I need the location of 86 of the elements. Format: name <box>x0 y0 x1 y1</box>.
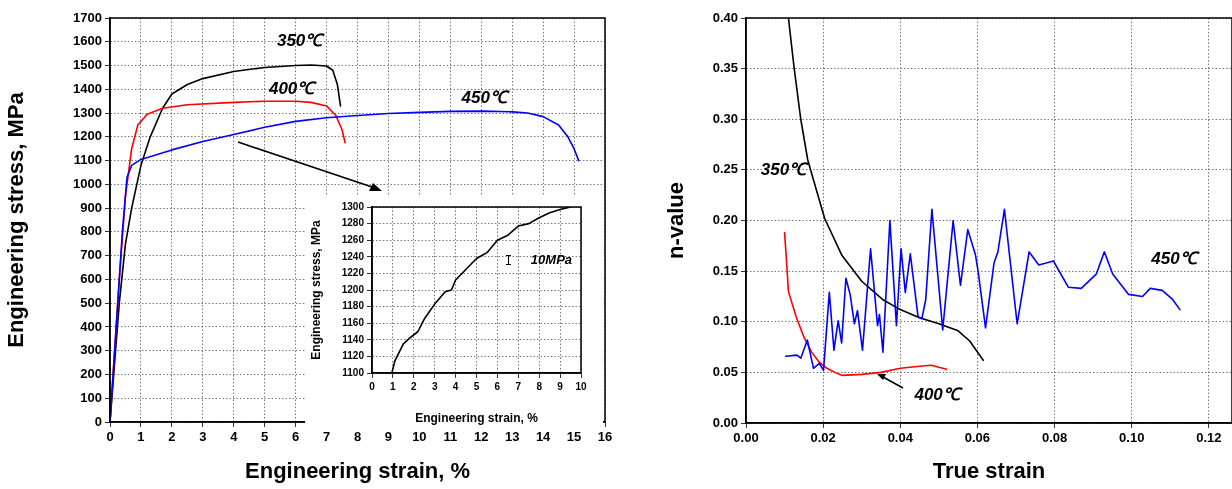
x-tick-label: 0 <box>369 380 376 392</box>
y-tick-label: 1300 <box>73 104 102 120</box>
y-tick-label: 500 <box>80 294 102 310</box>
y-tick-label: 1200 <box>341 283 365 295</box>
x-tick-label: 4 <box>230 429 239 445</box>
x-tick-label: 0.06 <box>964 430 991 446</box>
y-tick-label: 1400 <box>73 80 102 96</box>
y-tick-label: 1100 <box>73 152 102 168</box>
x-tick-label: 7 <box>322 429 331 445</box>
y-tick-label: 1220 <box>341 267 365 279</box>
x-tick-label: 0.02 <box>810 430 836 446</box>
y-tick-label: 0.40 <box>712 9 738 25</box>
y-axis-title: n-value <box>663 181 689 260</box>
x-tick-label: 2 <box>168 429 176 445</box>
x-tick-label: 6 <box>494 380 501 392</box>
y-tick-label: 100 <box>80 389 102 405</box>
x-tick-label: 0.08 <box>1041 430 1068 446</box>
x-tick-label: 8 <box>353 429 362 445</box>
x-tick-label: 12 <box>474 429 489 445</box>
y-tick-label: 0.25 <box>712 161 738 177</box>
y-tick-label: 0 <box>94 413 102 429</box>
x-axis-title: Engineering strain, % <box>415 411 539 426</box>
y-tick-label: 200 <box>80 366 102 382</box>
y-tick-label: 1200 <box>73 128 102 144</box>
x-tick-label: 9 <box>384 429 393 445</box>
y-tick-label: 1120 <box>342 350 365 362</box>
x-tick-label: 0.12 <box>1196 430 1222 446</box>
x-tick-label: 5 <box>261 429 269 445</box>
y-tick-label: 0.35 <box>712 60 738 76</box>
y-tick-label: 400 <box>80 318 102 334</box>
x-tick-label: 16 <box>597 429 613 445</box>
series-label: 450℃ <box>460 87 510 107</box>
x-tick-label: 2 <box>411 380 418 392</box>
x-tick-label: 3 <box>431 380 438 392</box>
y-tick-label: 1260 <box>341 233 365 245</box>
x-tick-label: 9 <box>557 380 564 392</box>
x-tick-label: 5 <box>473 380 480 392</box>
y-axis-title: Engineering stress, MPa <box>3 91 29 348</box>
x-tick-label: 7 <box>515 380 522 392</box>
series-label: 400℃ <box>267 78 318 98</box>
y-tick-label: 1700 <box>73 9 102 25</box>
y-tick-label: 1140 <box>342 333 365 345</box>
y-tick-label: 900 <box>80 199 102 215</box>
annotation: 10MPa <box>530 251 573 267</box>
y-tick-label: 1300 <box>341 200 365 212</box>
x-tick-label: 0.10 <box>1119 430 1145 446</box>
y-tick-label: 0.30 <box>712 110 738 126</box>
x-axis-title: Engineering strain, % <box>245 457 470 483</box>
x-tick-label: 15 <box>566 429 582 445</box>
x-tick-label: 1 <box>137 429 145 445</box>
y-tick-label: 1160 <box>342 316 365 328</box>
x-tick-label: 3 <box>199 429 207 445</box>
series-label: 350℃ <box>760 159 810 179</box>
x-tick-label: 11 <box>443 429 458 445</box>
y-tick-label: 300 <box>80 342 102 358</box>
x-axis-title: True strain <box>932 457 1046 483</box>
y-tick-label: 1000 <box>73 175 102 191</box>
x-tick-label: 1 <box>390 380 397 392</box>
x-tick-label: 8 <box>536 380 543 392</box>
x-tick-label: 0.04 <box>887 430 914 446</box>
y-tick-label: 800 <box>80 223 102 239</box>
x-tick-label: 14 <box>535 429 552 445</box>
series-label: 350℃ <box>276 31 326 51</box>
y-tick-label: 0.10 <box>712 313 738 329</box>
x-tick-label: 10 <box>412 429 427 445</box>
y-axis-title: Engineering stress, MPa <box>308 219 323 360</box>
y-tick-label: 1240 <box>341 250 365 262</box>
x-tick-label: 6 <box>292 429 300 445</box>
x-tick-label: 13 <box>504 429 520 445</box>
y-tick-label: 0.05 <box>712 363 738 379</box>
y-tick-label: 1180 <box>342 300 365 312</box>
series-label: 400℃ <box>913 384 963 404</box>
series-label: 450℃ <box>1150 249 1200 269</box>
y-tick-label: 1500 <box>73 57 102 73</box>
y-tick-label: 0.20 <box>712 212 738 228</box>
x-tick-label: 10 <box>575 380 587 392</box>
y-tick-label: 1100 <box>342 366 365 378</box>
x-tick-label: 0.00 <box>733 430 759 446</box>
x-tick-label: 4 <box>452 380 459 392</box>
y-tick-label: 0.15 <box>712 262 738 278</box>
y-tick-label: 600 <box>80 270 102 286</box>
y-tick-label: 1600 <box>73 33 102 49</box>
x-tick-label: 0 <box>106 429 114 445</box>
y-tick-label: 1280 <box>341 217 365 229</box>
y-tick-label: 700 <box>80 247 102 263</box>
y-tick-label: 0.00 <box>712 414 738 430</box>
